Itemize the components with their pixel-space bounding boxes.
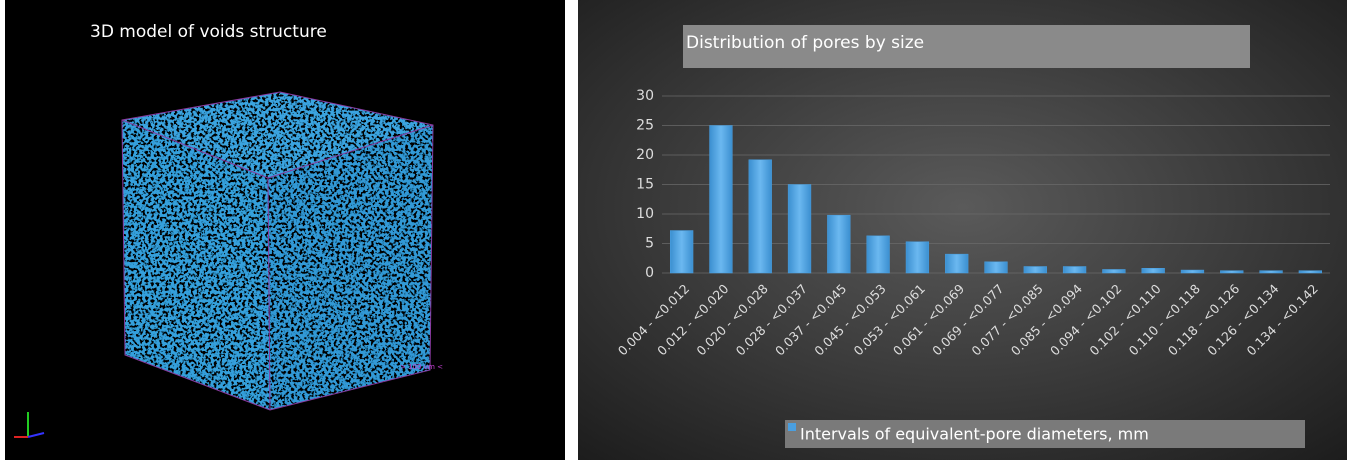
y-tick-label: 30 [636,88,654,104]
bar [905,241,930,274]
bar [1220,270,1244,274]
bar [827,214,851,274]
voids-cube [122,92,433,410]
bar [1180,269,1205,274]
bar [1141,268,1165,274]
bar [1259,270,1283,274]
bar [984,261,1008,274]
bar [709,125,733,274]
legend-swatch [788,423,796,431]
y-tick-label: 25 [636,118,654,134]
bar [1023,266,1047,274]
legend-label: Intervals of equivalent-pore diameters, … [800,425,1149,444]
cube-edges [121,91,434,411]
y-tick-label: 5 [645,236,654,252]
title-box [683,25,1250,68]
bar [1298,270,1322,274]
bar [787,184,812,274]
legend-box [785,420,1305,448]
bar [670,230,694,274]
bar [1062,266,1087,274]
panel-title: 3D model of voids structure [90,22,327,42]
y-tick-label: 15 [636,177,654,193]
chart-title: Distribution of pores by size [686,33,924,53]
scale-label: > 100 um < [400,363,443,371]
y-tick-label: 20 [636,147,654,163]
bar [1102,269,1126,274]
y-tick-label: 10 [636,206,654,222]
bar [748,159,772,274]
bar [945,253,969,274]
y-tick-label: 0 [645,265,654,281]
axes-gizmo [14,412,45,438]
chart-panel [578,0,1347,460]
bar [866,235,890,274]
